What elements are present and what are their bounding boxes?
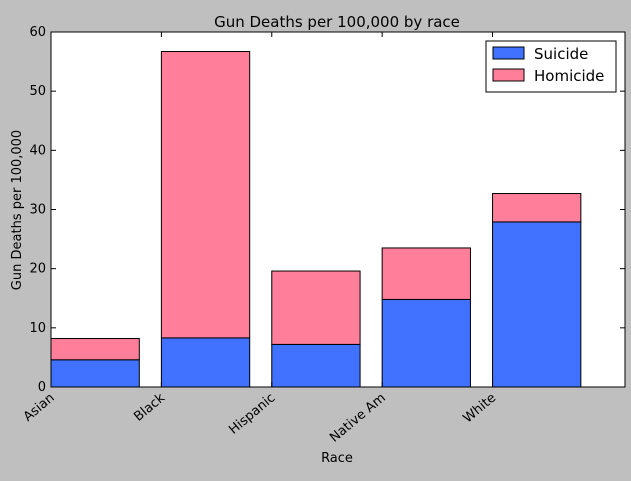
x-axis-label: Race <box>321 451 353 466</box>
bar-suicide-white <box>492 221 582 388</box>
bar-suicide-asian <box>50 359 140 388</box>
y-tick-label: 10 <box>29 321 46 336</box>
x-tick-label: Black <box>131 390 168 424</box>
x-tick-label: White <box>461 391 500 427</box>
bar-homicide-native-am <box>381 247 471 300</box>
y-tick-label: 60 <box>29 25 46 40</box>
y-axis-ticks: 0 10 20 30 40 50 60 <box>29 25 625 395</box>
y-tick-label: 50 <box>29 84 46 99</box>
bar-homicide-hispanic <box>271 270 361 345</box>
x-tick-label: Asian <box>21 391 58 425</box>
y-tick-label: 20 <box>29 262 46 277</box>
y-tick-label: 40 <box>29 143 46 158</box>
plot-frame <box>50 31 626 388</box>
bar-homicide-black <box>160 51 251 339</box>
legend-label-suicide: Suicide <box>534 45 588 63</box>
bars-layer <box>50 51 582 388</box>
x-tick-label: Native Am <box>327 391 389 446</box>
bar-suicide-hispanic <box>271 343 361 388</box>
legend: Suicide Homicide <box>485 40 617 93</box>
chart-title: Gun Deaths per 100,000 by race <box>214 13 460 31</box>
x-tick-label: Hispanic <box>226 391 278 438</box>
bar-suicide-black <box>160 337 251 388</box>
legend-label-homicide: Homicide <box>534 67 604 85</box>
legend-swatch-suicide <box>492 46 525 60</box>
bar-suicide-native-am <box>381 298 471 388</box>
y-tick-label: 0 <box>38 380 46 395</box>
bar-homicide-asian <box>50 337 140 361</box>
bar-homicide-white <box>492 193 582 223</box>
y-axis-label: Gun Deaths per 100,000 <box>10 130 25 290</box>
y-tick-label: 30 <box>29 203 46 218</box>
legend-swatch-homicide <box>492 68 525 82</box>
